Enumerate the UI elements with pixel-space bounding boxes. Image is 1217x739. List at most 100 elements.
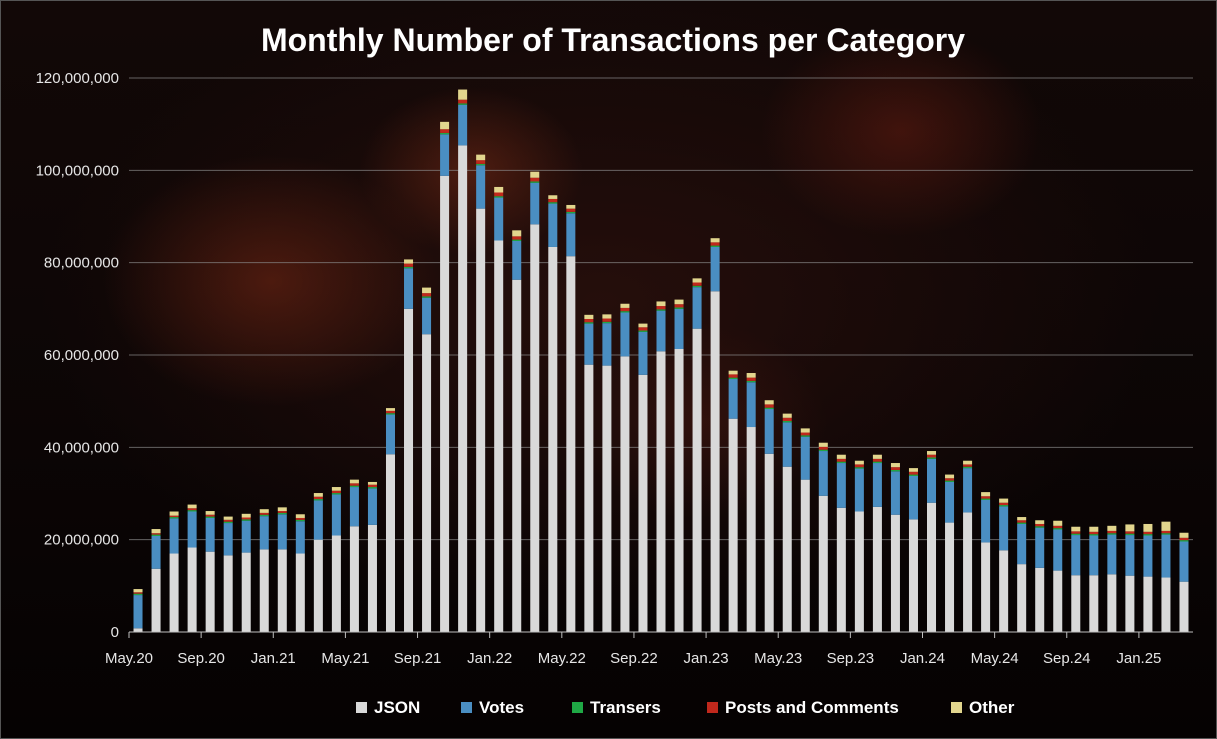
bar-json	[367, 524, 377, 632]
bar-transers	[151, 534, 161, 536]
bar-json	[602, 365, 612, 632]
x-tick-label: Jan.23	[684, 650, 729, 667]
bar-other	[367, 481, 377, 485]
bar-transers	[277, 512, 287, 515]
bar-votes	[548, 203, 558, 247]
y-tick-label: 40,000,000	[44, 439, 119, 456]
y-tick-label: 20,000,000	[44, 532, 119, 549]
bar-json	[1017, 564, 1027, 632]
bar-votes	[1143, 535, 1153, 577]
bar-json	[638, 374, 648, 632]
y-tick-label: 120,000,000	[36, 70, 119, 87]
bar-votes	[169, 518, 179, 554]
bar-transers	[999, 505, 1009, 507]
bar-other	[1071, 526, 1081, 532]
bar-transers	[945, 480, 955, 482]
bar-transers	[169, 517, 179, 519]
bar-votes	[133, 595, 143, 629]
bar-transers	[674, 307, 684, 309]
bar-other	[241, 513, 251, 518]
bar-votes	[1053, 529, 1063, 571]
bar-votes	[638, 331, 648, 375]
bar-transers	[494, 196, 504, 198]
bar-votes	[205, 517, 215, 552]
bar-transers	[440, 132, 450, 135]
bar-json	[818, 495, 828, 632]
bar-votes	[259, 516, 269, 550]
bar-other	[638, 323, 648, 328]
x-tick-label: May.20	[105, 650, 153, 667]
bar-transers	[331, 493, 341, 495]
bar-other	[422, 287, 432, 294]
legend-label: JSON	[374, 698, 420, 717]
bar-json	[422, 334, 432, 632]
bar-votes	[981, 499, 991, 543]
bar-posts-and-comments	[728, 374, 738, 378]
bar-votes	[1107, 534, 1117, 575]
bar-other	[1143, 523, 1153, 532]
bar-posts-and-comments	[169, 515, 179, 518]
bar-transers	[1107, 533, 1117, 535]
bar-other	[440, 121, 450, 130]
bar-other	[1161, 521, 1171, 531]
bar-posts-and-comments	[1125, 531, 1135, 534]
bar-posts-and-comments	[566, 208, 576, 212]
bar-votes	[818, 451, 828, 496]
bar-votes	[349, 487, 359, 527]
bar-other	[1035, 520, 1045, 524]
bar-json	[241, 552, 251, 632]
bar-transers	[800, 435, 810, 437]
bar-votes	[656, 310, 666, 352]
bar-posts-and-comments	[981, 496, 991, 499]
bar-json	[1161, 577, 1171, 632]
bar-json	[331, 535, 341, 632]
bar-transers	[1161, 533, 1171, 535]
bar-other	[259, 509, 269, 513]
bar-other	[872, 454, 882, 459]
bar-other	[187, 504, 197, 509]
bar-posts-and-comments	[205, 514, 215, 517]
bar-other	[674, 299, 684, 305]
x-tick-label: May.23	[754, 650, 802, 667]
bar-posts-and-comments	[1017, 520, 1027, 523]
bar-json	[800, 479, 810, 632]
bar-posts-and-comments	[1107, 530, 1117, 534]
bar-transers	[872, 461, 882, 464]
x-tick-label: May.24	[971, 650, 1019, 667]
bar-votes	[151, 535, 161, 569]
bar-votes	[945, 481, 955, 523]
bar-other	[1125, 524, 1135, 532]
bar-posts-and-comments	[908, 471, 918, 475]
bar-votes	[782, 422, 792, 467]
bar-transers	[404, 266, 414, 269]
bar-json	[1071, 575, 1081, 632]
bar-posts-and-comments	[241, 517, 251, 520]
legend-label: Transers	[590, 698, 661, 717]
y-tick-label: 60,000,000	[44, 347, 119, 364]
bar-transers	[566, 211, 576, 214]
bar-votes	[836, 463, 846, 508]
bar-json	[1143, 576, 1153, 632]
bar-votes	[295, 521, 305, 554]
bar-posts-and-comments	[349, 483, 359, 486]
bar-transers	[476, 163, 486, 166]
bar-posts-and-comments	[764, 404, 774, 408]
bar-other	[836, 454, 846, 459]
bar-votes	[404, 268, 414, 309]
legend: JSON Votes Transers Posts and Comments Other	[356, 698, 1015, 717]
bar-other	[818, 442, 828, 447]
bar-transers	[728, 377, 738, 380]
bar-posts-and-comments	[1071, 531, 1081, 534]
bar-transers	[1017, 522, 1027, 524]
bar-posts-and-comments	[963, 464, 973, 467]
bar-posts-and-comments	[1161, 530, 1171, 534]
bar-other	[1053, 520, 1063, 526]
bar-posts-and-comments	[440, 129, 450, 133]
bar-json	[385, 454, 395, 632]
bar-votes	[1071, 535, 1081, 576]
bar-other	[890, 463, 900, 468]
bar-json	[151, 568, 161, 632]
bar-json	[890, 514, 900, 632]
y-tick-label: 80,000,000	[44, 255, 119, 272]
bar-other	[1017, 517, 1027, 521]
